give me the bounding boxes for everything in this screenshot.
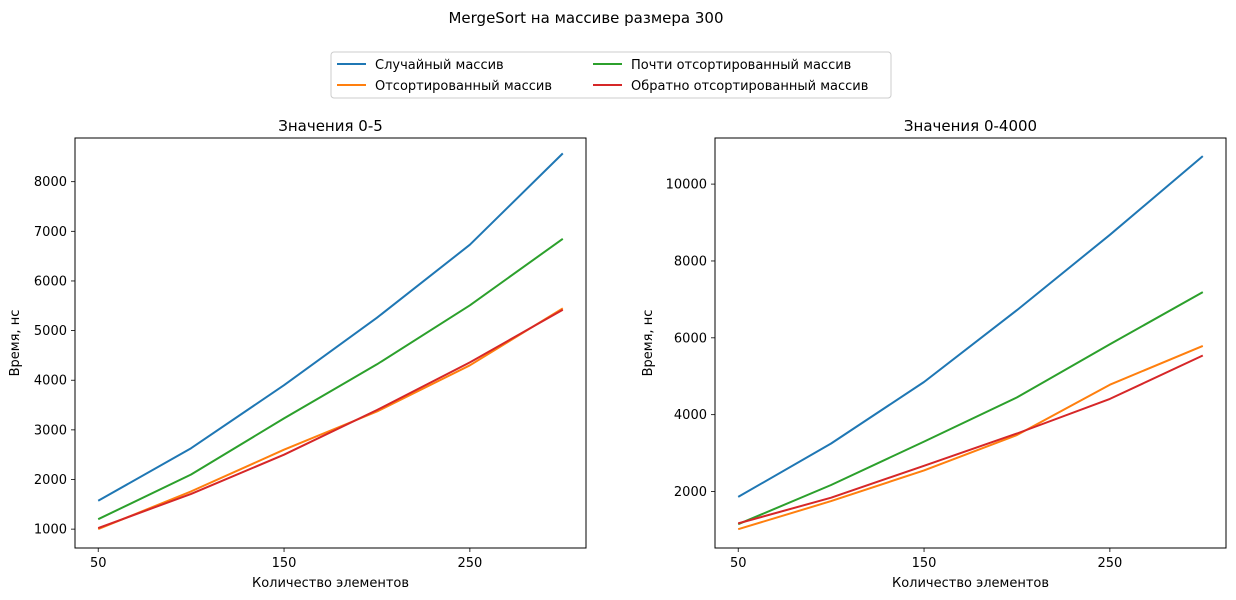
subplot-right: Значения 0-4000 50 150 250 2000 4000 6000 8000 1… [641, 117, 1227, 591]
y-tick-label: 5000 [34, 324, 67, 339]
legend-label-sorted: Отсортированный массив [375, 79, 552, 94]
series-line [97, 237, 564, 521]
legend: Случайный массив Отсортированный массив … [330, 51, 892, 99]
series-line [97, 307, 564, 531]
plot-frame [74, 137, 587, 549]
y-tick-label: 8000 [674, 254, 707, 269]
subplot-left: Значения 0-5 50 150 250 1000 2000 3000 4000 5000… [8, 117, 587, 591]
x-axis-label: Количество элементов [252, 576, 409, 591]
series-line [737, 155, 1204, 498]
x-tick-label: 250 [457, 556, 482, 571]
y-tick-label: 2000 [674, 485, 707, 500]
plot-frame [714, 137, 1227, 549]
x-tick-label: 150 [272, 556, 297, 571]
y-tick-label: 7000 [34, 225, 67, 240]
y-tick-label: 3000 [34, 423, 67, 438]
figure-suptitle: MergeSort на массиве размера 300 [448, 9, 723, 27]
legend-frame [330, 51, 892, 99]
series-line [97, 308, 564, 530]
y-tick-label: 2000 [34, 473, 67, 488]
series-line [737, 291, 1204, 526]
subplot-title: Значения 0-5 [278, 117, 383, 135]
y-tick-label: 6000 [674, 331, 707, 346]
y-axis-label: Время, нс [8, 310, 23, 377]
subplot-title: Значения 0-4000 [904, 117, 1037, 135]
y-tick-label: 8000 [34, 175, 67, 190]
x-tick-label: 250 [1097, 556, 1122, 571]
y-tick-label: 10000 [666, 178, 707, 193]
y-axis-label: Время, нс [641, 310, 656, 377]
legend-label-reversed: Обратно отсортированный массив [631, 79, 868, 94]
y-tick-label: 6000 [34, 274, 67, 289]
series-line [737, 354, 1204, 525]
x-tick-label: 50 [730, 556, 747, 571]
x-tick-label: 150 [912, 556, 937, 571]
x-tick-label: 50 [90, 556, 107, 571]
series-line [737, 344, 1204, 531]
y-tick-label: 1000 [34, 523, 67, 538]
x-axis-label: Количество элементов [892, 576, 1049, 591]
legend-label-nearly-sorted: Почти отсортированный массив [631, 58, 851, 73]
series-line [97, 152, 564, 502]
y-tick-label: 4000 [674, 408, 707, 423]
legend-label-random: Случайный массив [375, 58, 504, 73]
y-tick-label: 4000 [34, 374, 67, 389]
